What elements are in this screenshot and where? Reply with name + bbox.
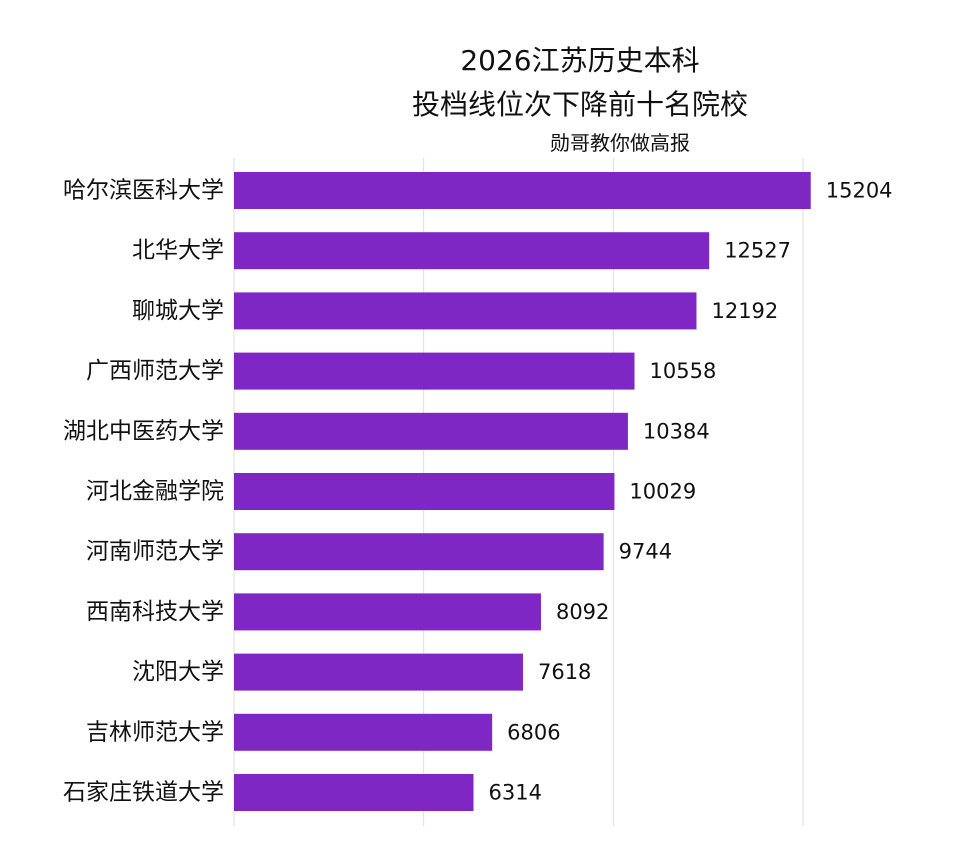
value-label-4: 10384 (643, 419, 710, 443)
value-label-9: 6806 (507, 720, 560, 744)
category-label-8: 沈阳大学 (132, 659, 224, 685)
bar-8 (234, 653, 523, 691)
category-label-4: 湖北中医药大学 (63, 418, 224, 444)
bar-3 (234, 352, 635, 390)
value-label-3: 10558 (650, 359, 717, 383)
category-label-1: 北华大学 (132, 238, 224, 264)
value-label-7: 8092 (556, 600, 609, 624)
value-label-8: 7618 (538, 660, 591, 684)
bar-5 (234, 473, 615, 510)
value-label-5: 10029 (629, 480, 696, 504)
bar-6 (234, 533, 604, 571)
chart-subtitle: 勋哥教你做高报 (550, 131, 690, 155)
value-label-6: 9744 (619, 540, 672, 564)
category-label-10: 石家庄铁道大学 (63, 780, 224, 806)
bar-9 (234, 713, 493, 751)
value-label-2: 12192 (711, 299, 778, 323)
chart-title-line-2: 投档线位次下降前十名院校 (411, 88, 748, 121)
category-label-2: 聊城大学 (132, 298, 224, 324)
bar-7 (234, 593, 541, 631)
value-label-1: 12527 (724, 239, 791, 263)
category-label-3: 广西师范大学 (86, 358, 224, 384)
category-label-7: 西南科技大学 (86, 599, 224, 625)
bar-2 (234, 292, 697, 330)
value-label-10: 6314 (489, 781, 542, 805)
bar-10 (234, 774, 474, 811)
category-label-9: 吉林师范大学 (86, 719, 224, 745)
value-label-0: 15204 (826, 179, 893, 203)
bar-0 (234, 172, 811, 209)
bar-1 (234, 232, 710, 270)
category-label-5: 河北金融学院 (86, 479, 224, 505)
category-label-0: 哈尔滨医科大学 (63, 178, 224, 204)
category-label-6: 河南师范大学 (86, 539, 224, 565)
chart-title-line-1: 2026江苏历史本科 (460, 44, 700, 77)
bar-4 (234, 412, 628, 450)
